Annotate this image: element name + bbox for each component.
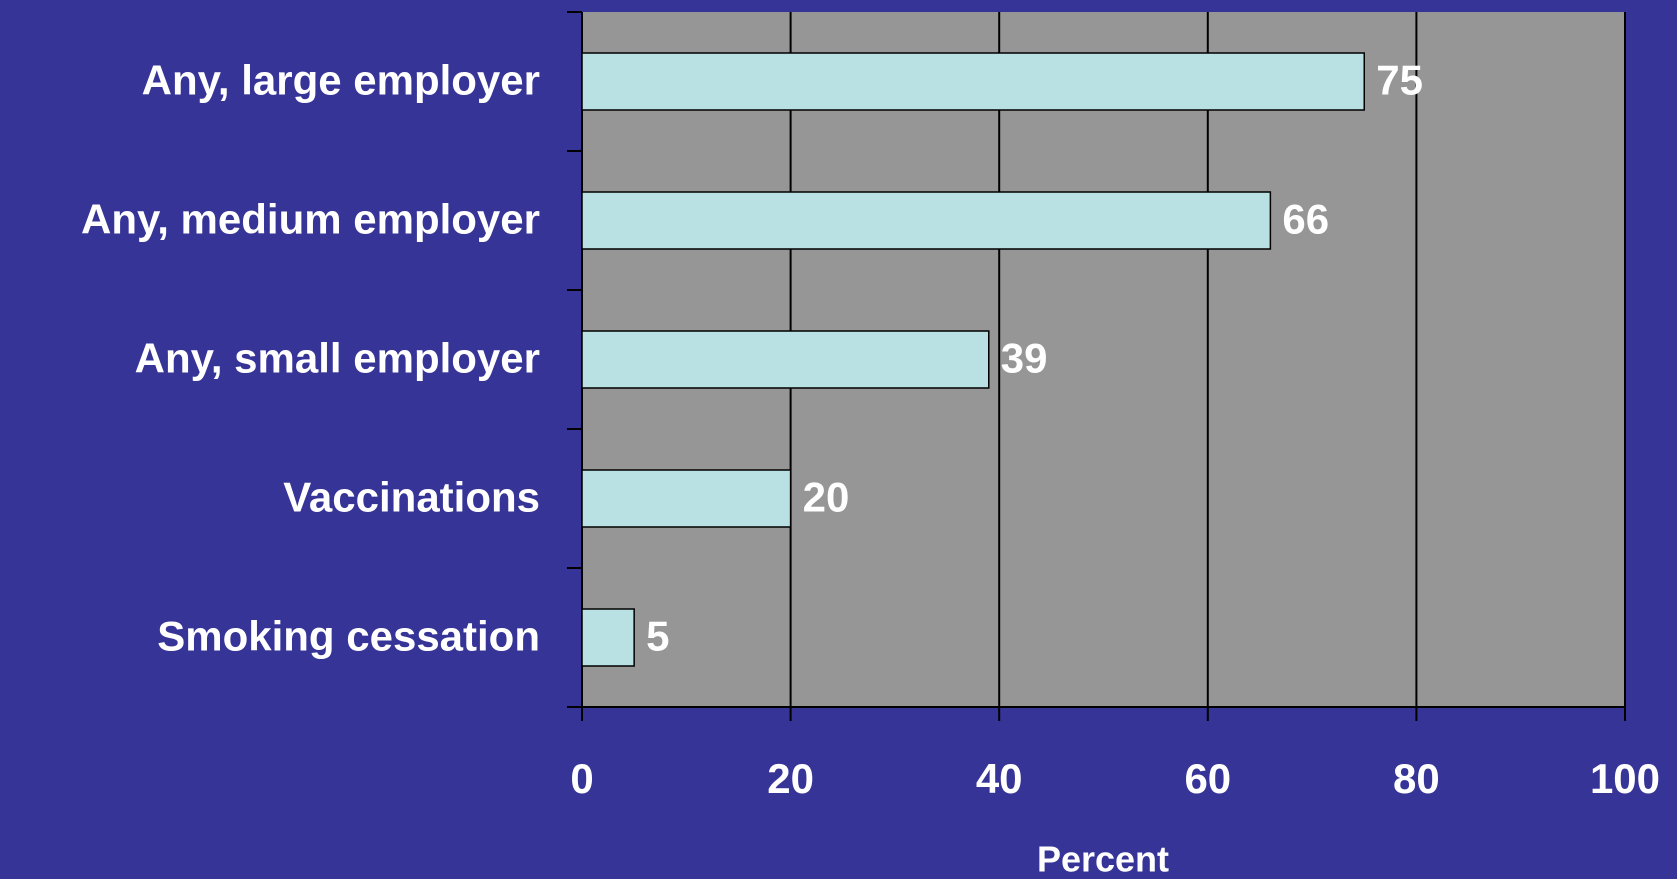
data-label: 5 bbox=[646, 613, 669, 660]
x-tick-label: 60 bbox=[1184, 755, 1231, 802]
data-label: 39 bbox=[1001, 335, 1048, 382]
y-tick-label: Vaccinations bbox=[283, 474, 540, 521]
data-label: 20 bbox=[803, 474, 850, 521]
y-tick-label: Smoking cessation bbox=[157, 613, 540, 660]
y-tick-label: Any, large employer bbox=[142, 57, 540, 104]
bar bbox=[581, 469, 792, 528]
y-tick-label: Any, medium employer bbox=[81, 196, 540, 243]
x-tick-label: 0 bbox=[570, 755, 593, 802]
x-tick-label: 40 bbox=[976, 755, 1023, 802]
y-tick-label: Any, small employer bbox=[135, 335, 540, 382]
bar bbox=[581, 330, 990, 389]
data-label: 66 bbox=[1282, 196, 1329, 243]
x-axis-label: Percent bbox=[1037, 839, 1169, 879]
bar bbox=[581, 52, 1365, 111]
x-tick-label: 100 bbox=[1590, 755, 1660, 802]
x-tick-label: 20 bbox=[767, 755, 814, 802]
x-tick-label: 80 bbox=[1393, 755, 1440, 802]
data-label: 75 bbox=[1376, 57, 1423, 104]
bar bbox=[581, 608, 635, 667]
bar bbox=[581, 191, 1272, 250]
